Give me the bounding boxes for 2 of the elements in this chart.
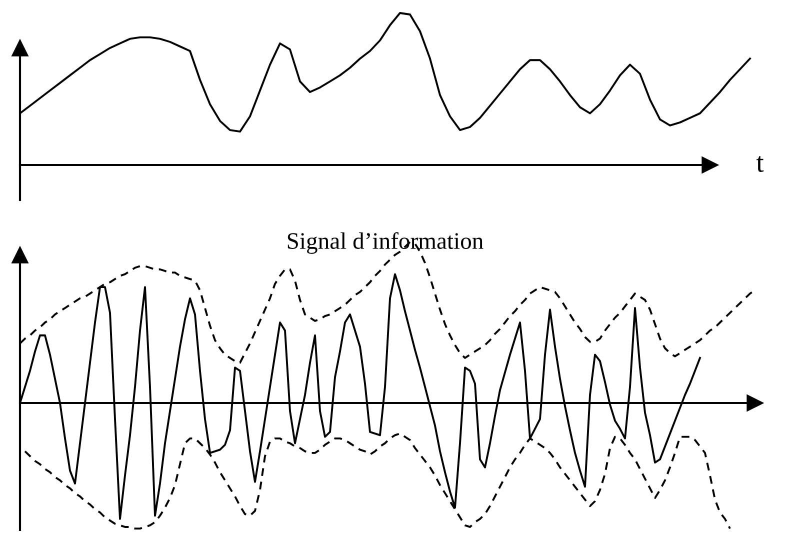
x-axis-title: t [756, 156, 764, 172]
annotation: Signal d’information [288, 232, 484, 254]
